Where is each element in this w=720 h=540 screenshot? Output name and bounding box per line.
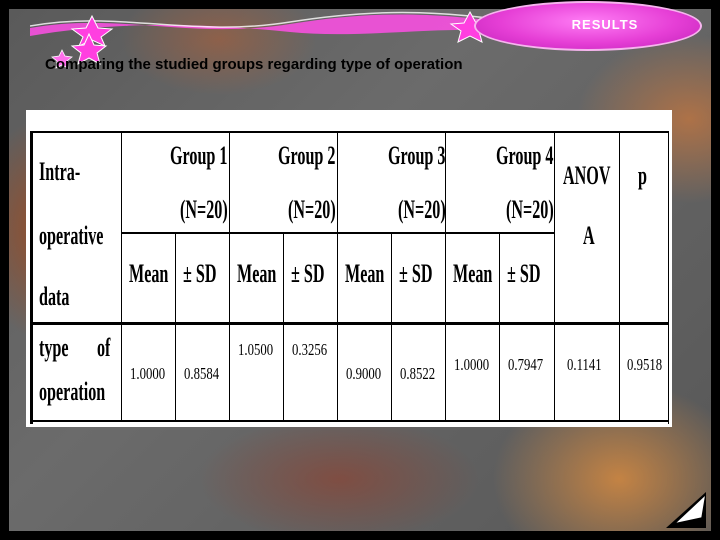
table-rule bbox=[121, 131, 122, 422]
results-badge bbox=[474, 1, 702, 51]
mean-header: Mean bbox=[129, 259, 169, 288]
row-label: type bbox=[39, 333, 69, 362]
table-rule bbox=[229, 131, 230, 422]
table-rule bbox=[283, 232, 284, 422]
row-label: of bbox=[97, 333, 111, 362]
group-header: Group 1 bbox=[170, 141, 228, 170]
table-rule bbox=[391, 232, 392, 422]
mean-header: Mean bbox=[453, 259, 493, 288]
mean-header: Mean bbox=[345, 259, 385, 288]
group2-sd-value: 0.3256 bbox=[292, 340, 328, 359]
row-header-line: operative bbox=[39, 221, 104, 250]
group1-sd-value: 0.8584 bbox=[184, 364, 220, 383]
row-header-line: data bbox=[39, 282, 70, 311]
table-rule bbox=[33, 322, 669, 325]
page-curl-icon bbox=[666, 492, 706, 528]
group-n: (N=20) bbox=[506, 195, 554, 224]
group3-sd-value: 0.8522 bbox=[400, 364, 436, 383]
table-rule bbox=[554, 131, 555, 422]
group4-sd-value: 0.7947 bbox=[508, 355, 544, 374]
sd-header: ± SD bbox=[291, 259, 325, 288]
row-label: operation bbox=[39, 377, 106, 406]
group2-mean-value: 1.0500 bbox=[238, 340, 274, 359]
sd-header: ± SD bbox=[507, 259, 541, 288]
group3-mean-value: 0.9000 bbox=[346, 364, 382, 383]
p-value: 0.9518 bbox=[627, 355, 663, 374]
star-cluster-icon bbox=[51, 32, 108, 69]
anova-header: A bbox=[583, 221, 595, 250]
group4-mean-value: 1.0000 bbox=[454, 355, 490, 374]
group1-mean-value: 1.0000 bbox=[130, 364, 166, 383]
results-label: RESULTS bbox=[571, 17, 639, 32]
sd-header: ± SD bbox=[399, 259, 433, 288]
sd-header: ± SD bbox=[183, 259, 217, 288]
group-n: (N=20) bbox=[180, 195, 228, 224]
page-title: Comparing the studied groups regarding t… bbox=[45, 56, 463, 73]
group-header: Group 2 bbox=[278, 141, 336, 170]
table-rule bbox=[499, 232, 500, 422]
table-rule bbox=[445, 131, 446, 422]
anova-value: 0.1141 bbox=[567, 355, 602, 374]
group-n: (N=20) bbox=[398, 195, 446, 224]
mean-header: Mean bbox=[237, 259, 277, 288]
table-rule bbox=[33, 131, 669, 133]
star-banner-decoration bbox=[30, 10, 550, 46]
table-rule bbox=[337, 131, 338, 422]
table-rule bbox=[619, 131, 620, 422]
results-table: Intra- operative data Group 1 (N=20) Gro… bbox=[30, 131, 669, 424]
results-table-panel: Intra- operative data Group 1 (N=20) Gro… bbox=[26, 110, 672, 427]
table-rule bbox=[175, 232, 176, 422]
table-rule bbox=[33, 420, 669, 422]
row-header-line: Intra- bbox=[39, 157, 81, 186]
group-header: Group 3 bbox=[388, 141, 446, 170]
p-header: p bbox=[638, 161, 647, 190]
anova-header: ANOV bbox=[563, 161, 611, 190]
group-header: Group 4 bbox=[496, 141, 554, 170]
group-n: (N=20) bbox=[288, 195, 336, 224]
